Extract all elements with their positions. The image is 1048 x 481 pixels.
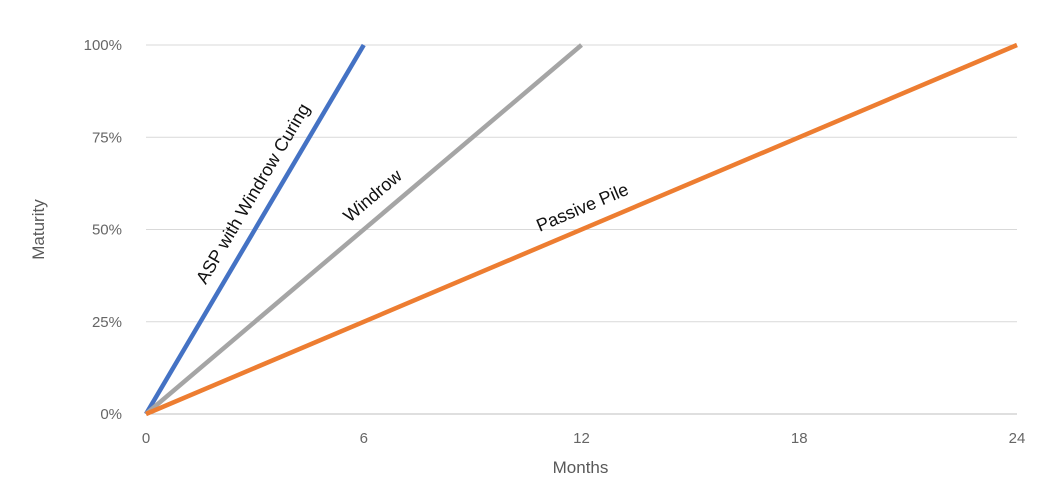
series-label-0: ASP with Windrow Curing [192, 100, 314, 287]
y-tick-label: 100% [84, 37, 122, 54]
series-line-0 [144, 43, 366, 416]
x-axis-title: Months [553, 458, 609, 477]
y-tick-label: 50% [92, 222, 122, 239]
series-line-2 [145, 42, 1018, 417]
x-tick-label: 6 [360, 430, 368, 447]
series-labels: ASP with Windrow Curing Windrow Passive Pi… [192, 100, 631, 287]
x-tick-label: 18 [791, 430, 808, 447]
gridlines [146, 44, 1017, 323]
x-tick-label: 0 [142, 430, 150, 447]
x-tick-label: 12 [573, 430, 590, 447]
y-tick-label: 0% [100, 406, 122, 423]
x-tick-label: 24 [1009, 430, 1026, 447]
series-label-1: Windrow [339, 165, 406, 226]
y-tick-label: 75% [92, 129, 122, 146]
series-lines [144, 42, 1018, 417]
tick-labels: 0% 25% 50% 75% 100% 0 6 12 18 24 [84, 37, 1026, 447]
series-line-1 [144, 43, 583, 416]
y-tick-label: 25% [92, 314, 122, 331]
y-axis-title: Maturity [29, 199, 48, 260]
